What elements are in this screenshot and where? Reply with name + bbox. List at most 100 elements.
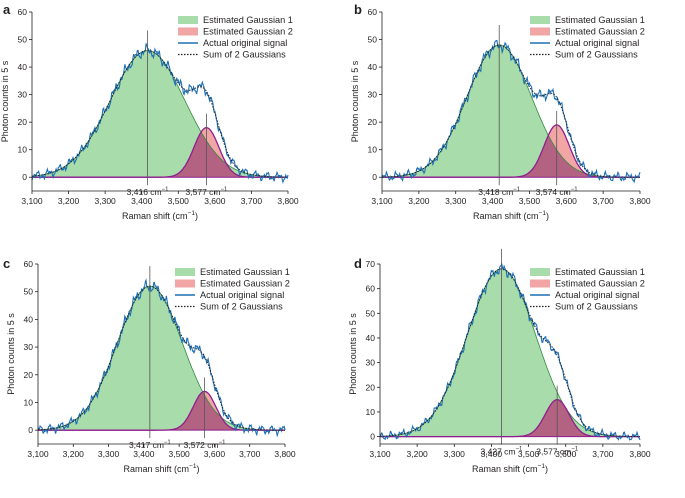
legend-label: Sum of 2 Gaussians — [555, 50, 638, 60]
x-tick-label: 3,500 — [168, 196, 190, 206]
x-tick-label: 3,500 — [169, 449, 191, 459]
peak-label-sup: −1 — [162, 187, 170, 193]
y-tick-label: 30 — [366, 358, 376, 368]
y-tick-label: 50 — [18, 35, 28, 45]
y-tick-label: 30 — [18, 90, 28, 100]
peak-label-sup: −1 — [219, 440, 227, 446]
y-tick-label: 10 — [24, 397, 34, 407]
legend-label: Estimated Gaussian 1 — [555, 267, 645, 277]
x-axis-label-text: Raman shift (cm — [472, 464, 538, 474]
y-tick-label: 30 — [24, 342, 34, 352]
sum-gaussians-line — [37, 285, 285, 431]
x-axis-label-close: ) — [545, 464, 548, 474]
peak-label-1: 3,427 cm−1 — [481, 447, 523, 457]
chart-panel-a: 3,416 cm−1 3,577 cm−13,100 3,200 3,300 3,400… — [0, 2, 299, 221]
y-tick-label: 50 — [24, 287, 34, 297]
x-tick-label: 3,800 — [277, 196, 299, 206]
x-tick-label: 3,200 — [408, 196, 430, 206]
x-tick-label: 3,700 — [592, 449, 614, 459]
x-tick-label: 3,800 — [629, 196, 651, 206]
y-tick-label: 40 — [368, 62, 378, 72]
legend-label: Estimated Gaussian 1 — [200, 267, 290, 277]
x-axis-label: Raman shift (cm−1) — [473, 210, 549, 221]
x-axis-label-close: ) — [546, 211, 549, 221]
panel-letter: a — [3, 2, 11, 17]
x-tick-label: 3,600 — [204, 196, 226, 206]
legend-label: Estimated Gaussian 1 — [203, 15, 293, 25]
x-tick-label: 3,100 — [371, 196, 393, 206]
x-tick-label: 3,700 — [593, 196, 615, 206]
y-tick-label: 40 — [366, 333, 376, 343]
x-axis-label-close: ) — [195, 211, 198, 221]
chart-panel-b: 3,418 cm−1 3,574 cm−13,100 3,200 3,300 3,400… — [350, 2, 651, 221]
legend-label: Estimated Gaussian 2 — [555, 27, 645, 37]
x-axis-label-sup: −1 — [539, 210, 547, 217]
x-tick-label: 3,500 — [519, 196, 541, 206]
legend: Estimated Gaussian 1 Estimated Gaussian 2… — [178, 15, 293, 60]
legend: Estimated Gaussian 1 Estimated Gaussian 2… — [530, 267, 645, 312]
x-axis-label: Raman shift (cm−1) — [122, 210, 198, 221]
y-tick-label: 50 — [366, 308, 376, 318]
gaussian-1-area — [38, 286, 285, 431]
y-axis-label: Photon counts in 5 s — [350, 60, 360, 142]
peak-label-sup: −1 — [513, 187, 521, 193]
y-tick-label: 10 — [18, 145, 28, 155]
x-tick-label: 3,300 — [445, 196, 467, 206]
gaussian-2-area — [382, 124, 640, 178]
y-tick-label: 70 — [366, 259, 376, 269]
gaussian-overlap-area — [380, 399, 640, 437]
y-tick-label: 20 — [24, 370, 34, 380]
x-tick-label: 3,400 — [133, 449, 155, 459]
legend-swatch-gaussian-2 — [175, 279, 195, 288]
y-tick-label: 60 — [368, 7, 378, 17]
x-tick-label: 3,600 — [556, 196, 578, 206]
peak-label-1: 3,417 cm−1 — [129, 440, 171, 450]
x-tick-label: 3,100 — [27, 449, 49, 459]
y-tick-label: 0 — [370, 432, 375, 442]
peak-label-value: 3,572 cm — [184, 440, 219, 450]
actual-signal-line — [381, 39, 641, 184]
y-tick-label: 60 — [24, 259, 34, 269]
peak-label-value: 3,417 cm — [129, 440, 164, 450]
legend: Estimated Gaussian 1 Estimated Gaussian 2… — [530, 15, 645, 60]
legend-swatch-gaussian-1 — [175, 268, 195, 276]
x-axis-label-text: Raman shift (cm — [124, 464, 190, 474]
y-tick-label: 20 — [368, 117, 378, 127]
peak-label-value: 3,577 cm — [186, 187, 221, 197]
x-tick-label: 3,200 — [63, 449, 85, 459]
x-tick-label: 3,100 — [21, 196, 43, 206]
peak-label-2: 3,574 cm−1 — [536, 187, 578, 197]
legend-label: Estimated Gaussian 2 — [555, 279, 645, 289]
peak-label-value: 3,427 cm — [481, 447, 516, 457]
actual-signal-line — [37, 278, 286, 438]
peak-label-value: 3,577 cm — [536, 447, 571, 457]
peak-label-sup: −1 — [571, 187, 579, 193]
legend-label: Estimated Gaussian 2 — [200, 279, 290, 289]
legend-label: Actual original signal — [203, 38, 287, 48]
panel-letter: d — [354, 256, 362, 271]
y-tick-label: 50 — [368, 35, 378, 45]
actual-signal-line — [31, 42, 289, 185]
legend: Estimated Gaussian 1 Estimated Gaussian 2… — [175, 267, 290, 312]
y-tick-label: 20 — [18, 117, 28, 127]
peak-label-2: 3,572 cm−1 — [184, 440, 226, 450]
sum-gaussians-line — [382, 44, 640, 178]
chart-panel-c: 3,417 cm−1 3,572 cm−13,100 3,200 3,300 3,400… — [3, 256, 296, 474]
x-axis-label: Raman shift (cm−1) — [472, 463, 548, 474]
y-tick-label: 40 — [18, 62, 28, 72]
x-tick-label: 3,800 — [629, 449, 651, 459]
panel-letter: c — [3, 256, 10, 271]
x-tick-label: 3,700 — [239, 449, 261, 459]
y-tick-label: 40 — [24, 314, 34, 324]
panel-letter: b — [354, 2, 362, 17]
gaussian-1-area — [380, 268, 640, 437]
legend-label: Sum of 2 Gaussians — [555, 302, 638, 312]
x-tick-label: 3,200 — [58, 196, 80, 206]
x-tick-label: 3,500 — [518, 449, 540, 459]
legend-label: Actual original signal — [555, 38, 639, 48]
peak-label-1: 3,416 cm−1 — [127, 187, 169, 197]
y-tick-label: 30 — [368, 90, 378, 100]
x-tick-label: 3,800 — [274, 449, 296, 459]
y-axis-label: Photon counts in 5 s — [6, 313, 16, 395]
